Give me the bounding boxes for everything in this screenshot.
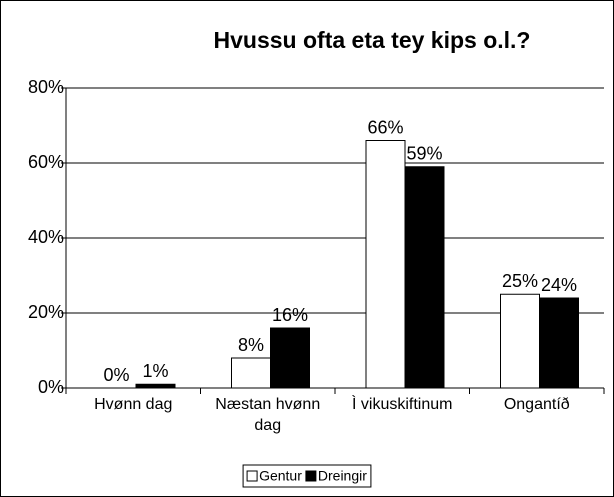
y-tick-label: 60% <box>28 152 64 172</box>
bar <box>365 140 406 389</box>
x-tick-label: Næstan hvønn dag <box>215 396 321 434</box>
x-tick-label: Ì vikuskiftinum <box>352 396 453 413</box>
legend-label: Dreingir <box>318 468 367 484</box>
value-label: 66% <box>367 117 403 137</box>
legend-label: Gentur <box>259 468 302 484</box>
x-tick-label: Hvønn dag <box>94 396 173 413</box>
value-label: 8% <box>238 335 264 355</box>
value-label: 59% <box>406 144 442 164</box>
y-tick-label: 20% <box>28 302 64 322</box>
value-label: 25% <box>502 271 538 291</box>
chart-title: Hvussu ofta eta tey kips o.l.? <box>214 27 531 53</box>
y-tick-label: 80% <box>28 77 64 97</box>
legend-swatch <box>246 470 258 482</box>
legend-swatch <box>305 470 317 482</box>
bar <box>539 297 579 389</box>
bar <box>404 166 445 389</box>
y-tick-label: 40% <box>28 227 64 247</box>
value-label: 16% <box>272 305 308 325</box>
bar <box>231 357 271 389</box>
bar <box>270 327 310 389</box>
value-label: 0% <box>103 365 129 385</box>
bar <box>135 383 176 389</box>
y-tick-label: 0% <box>38 377 64 397</box>
value-label: 1% <box>142 361 168 381</box>
value-label: 24% <box>541 275 577 295</box>
bar <box>500 293 540 389</box>
x-tick-label: Ongantíð <box>503 396 570 413</box>
